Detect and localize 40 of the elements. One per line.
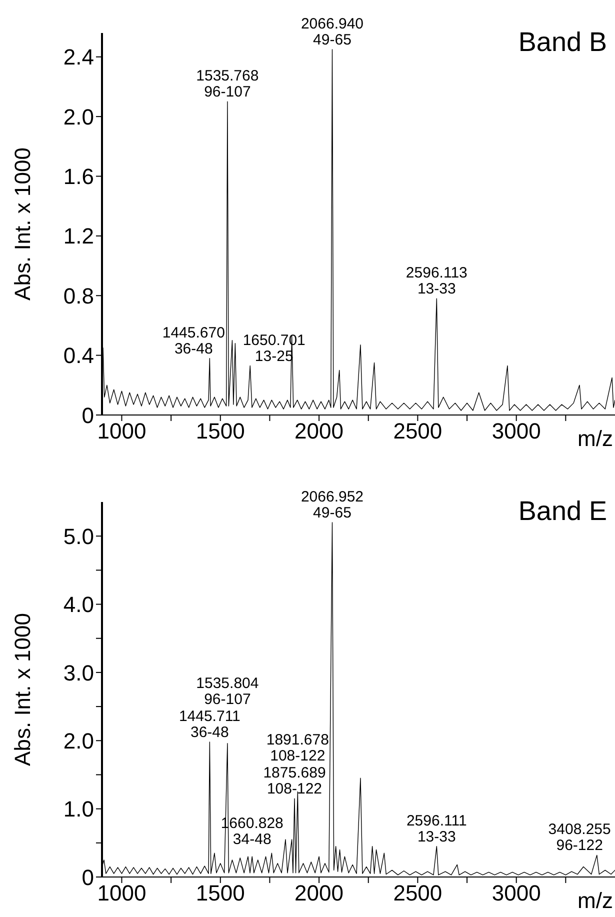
chart-title: Band E (518, 496, 607, 526)
x-axis-title: m/z (578, 888, 613, 913)
y-tick-label: 2.0 (63, 104, 94, 130)
y-axis-title: Abs. Int. x 1000 (10, 148, 35, 300)
x-tick-label: 1500 (196, 418, 245, 444)
y-tick-label: 2.4 (63, 44, 94, 70)
y-tick-label: 1.6 (63, 164, 94, 190)
x-tick-label: 1500 (196, 880, 245, 906)
annotation: 2596.111 13-33 (406, 812, 467, 846)
annotation: 2066.952 49-65 (300, 488, 364, 522)
annotation: 3408.255 96-122 (548, 821, 611, 854)
annotation: 1445.670 36-48 (162, 324, 225, 358)
y-tick-label: 0.4 (63, 343, 94, 368)
x-axis-title: m/z (578, 426, 613, 451)
x-tick-label: 2500 (393, 880, 442, 906)
y-tick-label: 0 (82, 864, 94, 890)
annotation: 1535.804 96-107 (196, 675, 259, 708)
y-tick-label: 0.8 (63, 283, 94, 308)
annotation: 1445.711 36-48 (178, 708, 240, 741)
annotation: 2596.113 13-33 (406, 264, 468, 298)
x-tick-label: 3000 (492, 880, 541, 906)
annotation: 1891.678 108-122 (266, 732, 329, 765)
y-tick-label: 2.0 (63, 728, 94, 754)
annotation: 1535.768 96-107 (196, 68, 259, 101)
y-tick-label: 1.0 (63, 796, 94, 822)
x-tick-label: 3000 (492, 418, 541, 444)
y-tick-label: 4.0 (63, 592, 94, 618)
x-tick-label: 2000 (294, 880, 344, 906)
y-tick-label: 1.2 (63, 224, 94, 249)
x-tick-label: 1000 (97, 880, 146, 906)
x-tick-label: 1000 (97, 418, 146, 444)
x-tick-label: 2000 (294, 418, 344, 444)
chart-title: Band B (518, 27, 607, 57)
annotation: 1875.689 108-122 (263, 764, 326, 798)
y-tick-label: 0 (82, 402, 94, 428)
annotation: 2066.940 49-65 (300, 15, 364, 48)
y-tick-label: 5.0 (63, 524, 94, 549)
y-axis-title: Abs. Int. x 1000 (10, 613, 35, 766)
y-tick-label: 3.0 (63, 660, 94, 686)
x-tick-label: 2500 (393, 418, 442, 444)
